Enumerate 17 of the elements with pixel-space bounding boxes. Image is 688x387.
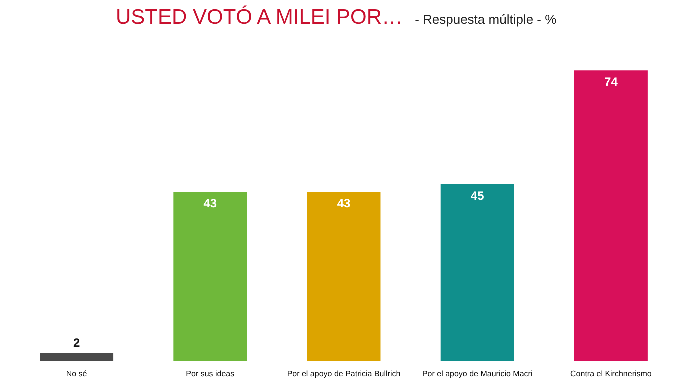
x-tick-label: Por sus ideas bbox=[186, 369, 235, 378]
data-label: 45 bbox=[470, 188, 485, 203]
x-tick-label: Por el apoyo de Mauricio Macri bbox=[422, 369, 533, 378]
data-label: 2 bbox=[73, 336, 80, 350]
chart-title: USTED VOTÓ A MILEI POR… bbox=[116, 6, 404, 30]
bar bbox=[440, 184, 514, 362]
x-tick-label: No sé bbox=[66, 369, 88, 378]
data-label: 74 bbox=[604, 74, 618, 89]
bar bbox=[574, 70, 648, 362]
data-label: 43 bbox=[337, 196, 351, 211]
x-tick-label: Contra el Kirchnerismo bbox=[570, 369, 652, 378]
data-label: 43 bbox=[204, 196, 218, 211]
x-tick-label: Por el apoyo de Patricia Bullrich bbox=[287, 369, 401, 378]
chart-subtitle: - Respuesta múltiple - % bbox=[415, 12, 557, 27]
bar bbox=[174, 192, 248, 362]
bar bbox=[307, 192, 381, 362]
bar bbox=[40, 354, 114, 362]
